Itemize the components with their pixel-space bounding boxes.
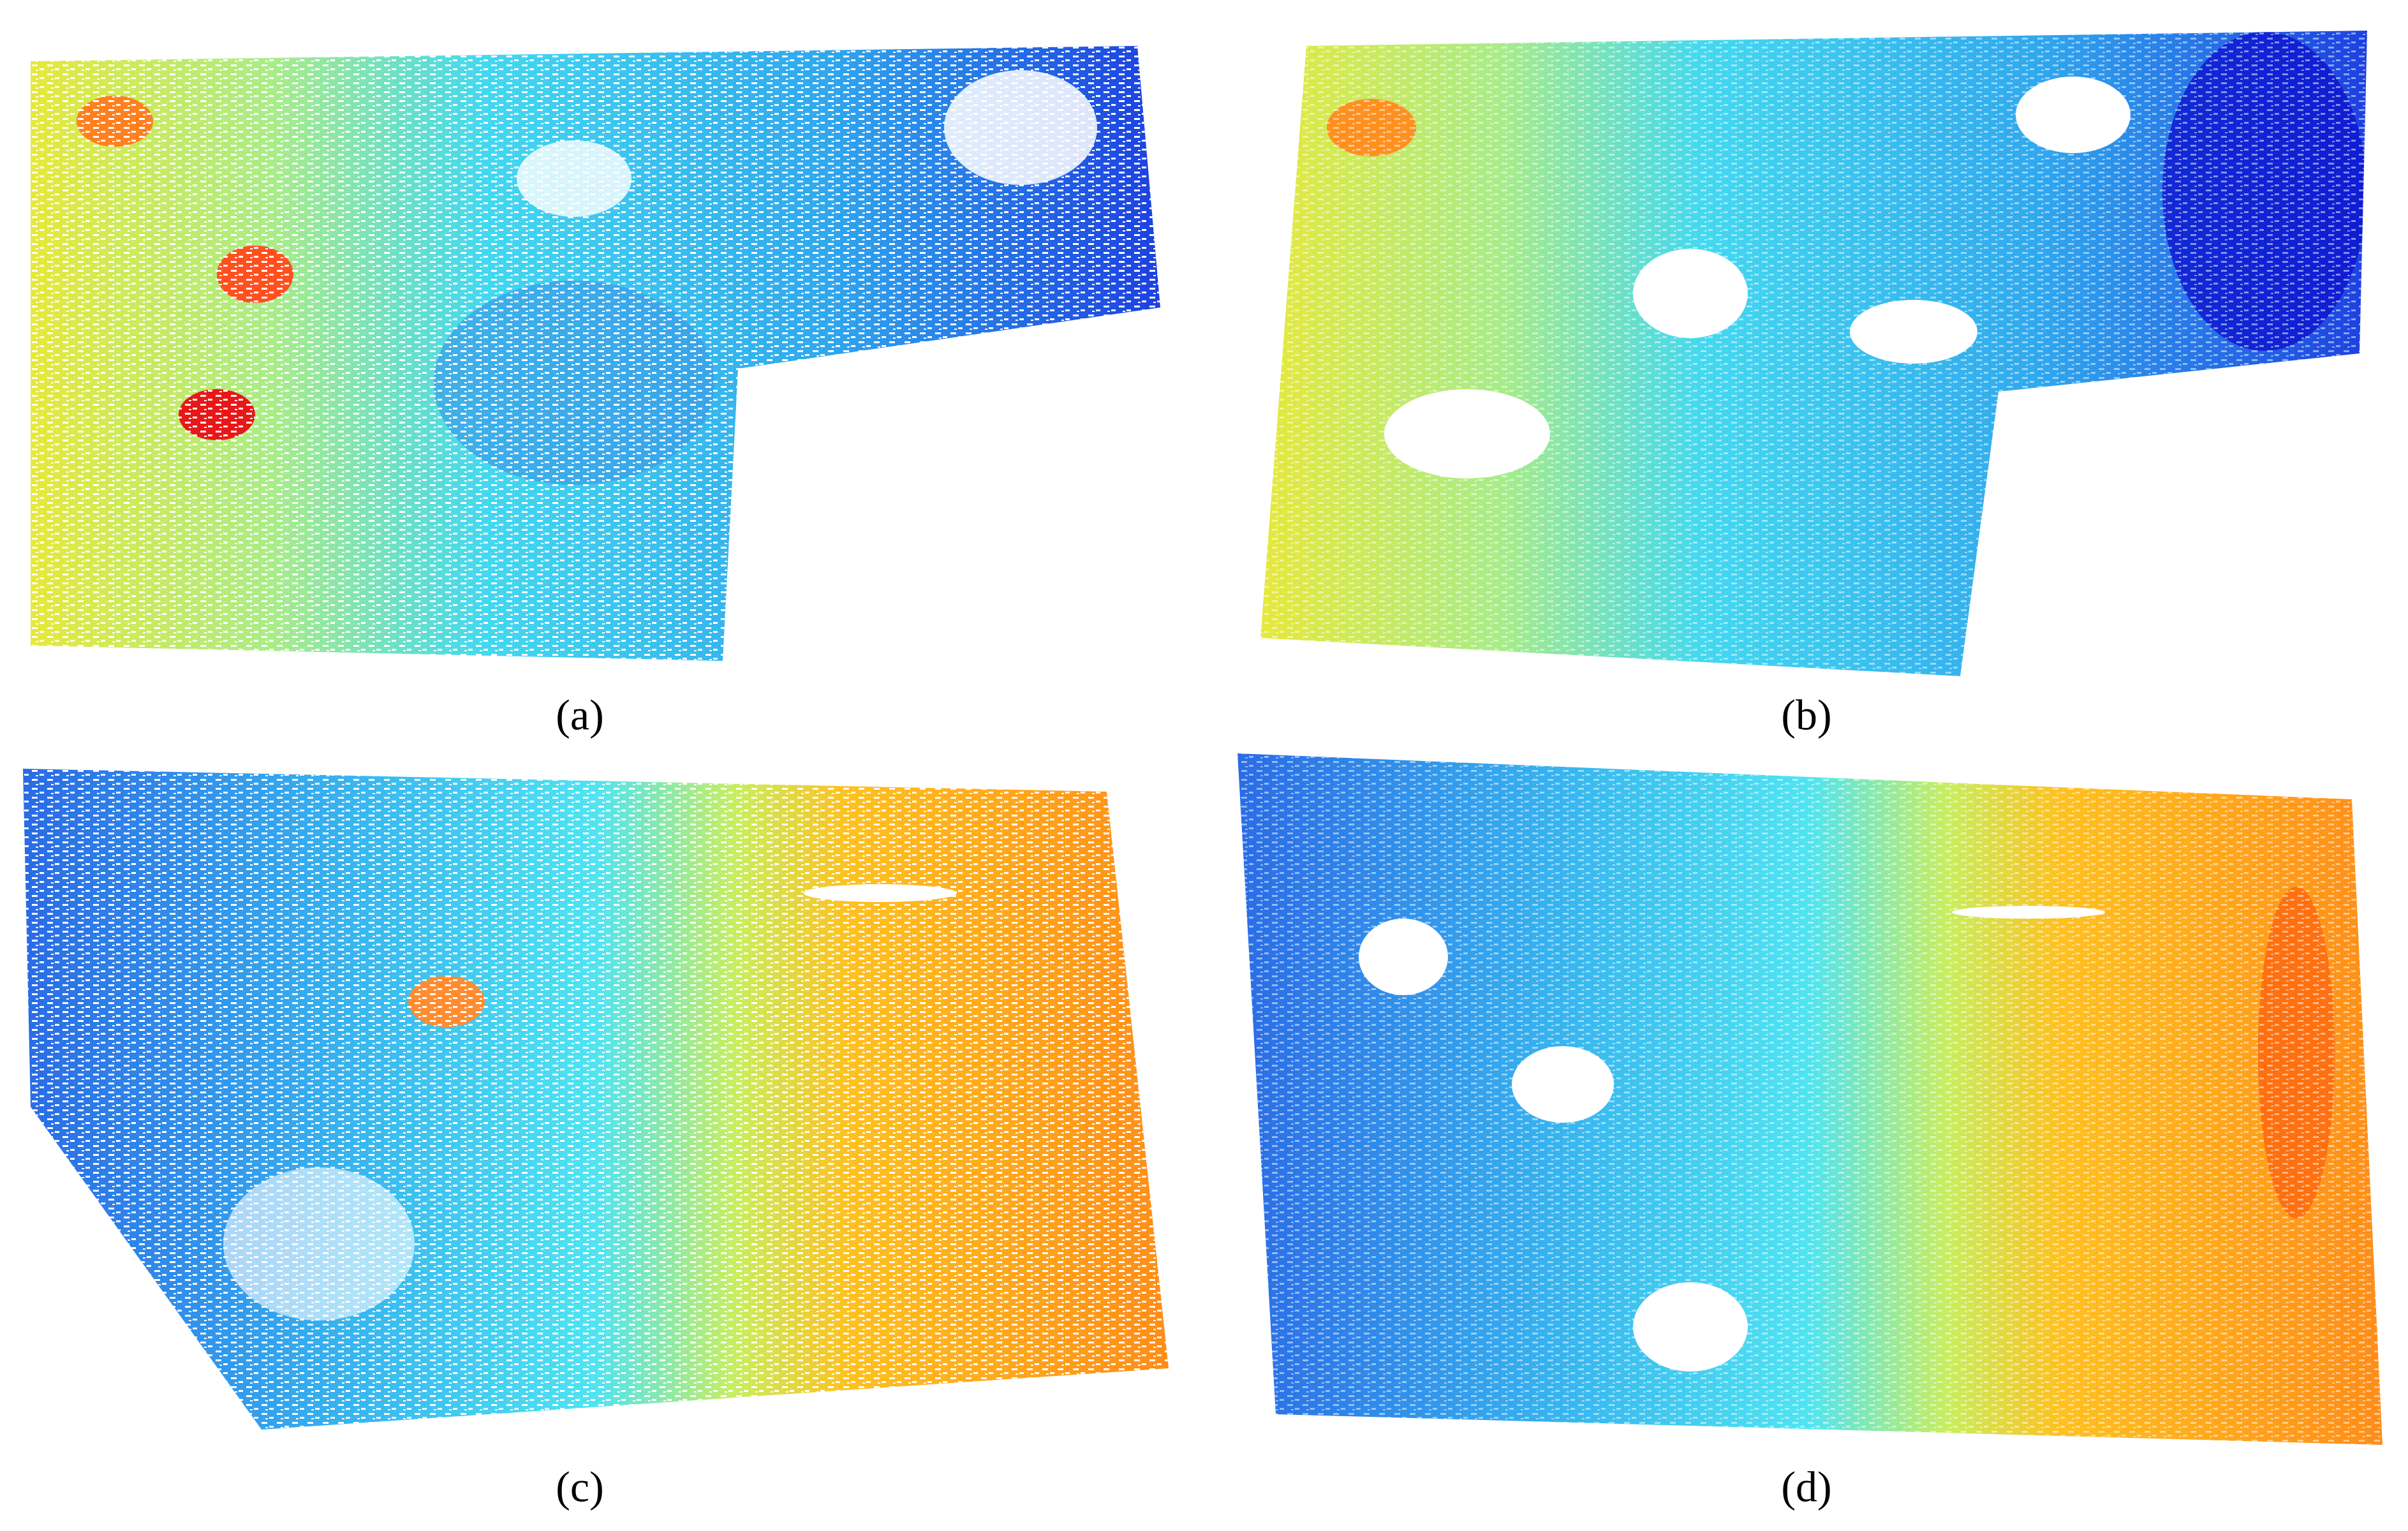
point-cloud-d <box>1237 753 2382 1445</box>
panel-label: (b) <box>1781 691 1831 739</box>
panel-label: (c) <box>556 1463 603 1511</box>
panel-label: (d) <box>1781 1463 1831 1511</box>
panel-label: (a) <box>556 691 603 739</box>
point-cloud-c <box>23 769 1169 1430</box>
point-cloud-a <box>31 46 1160 661</box>
point-cloud-b <box>1260 31 2367 676</box>
